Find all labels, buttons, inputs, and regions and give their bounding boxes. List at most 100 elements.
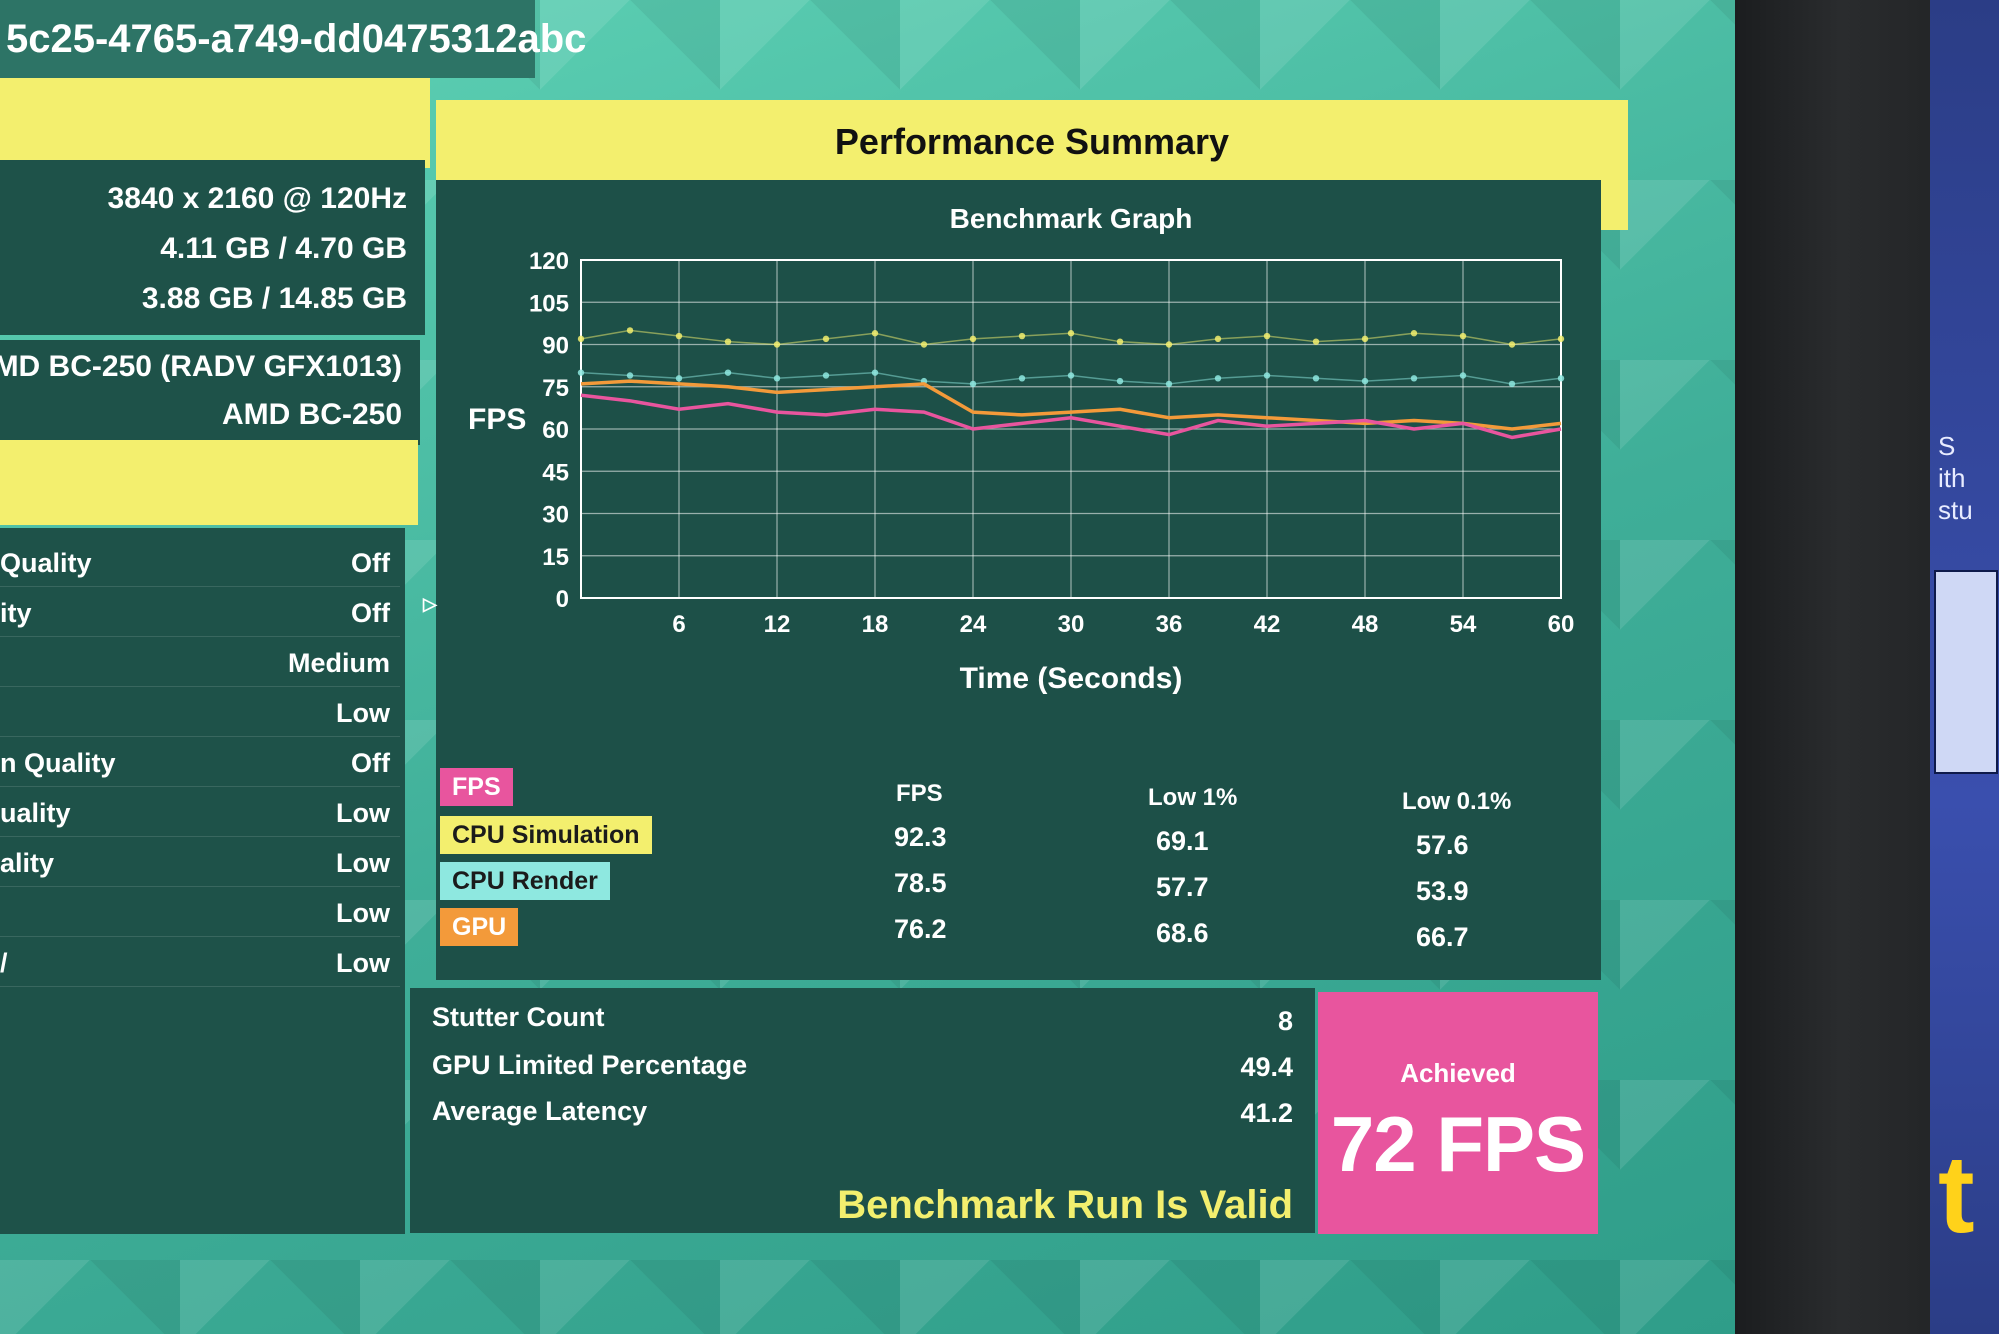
legend-tag-cpu-simulation: CPU Simulation [440, 816, 652, 854]
stat-label-average-latency: Average Latency [432, 1096, 648, 1126]
stat-value-gpu-limited: 49.4 [1240, 1052, 1293, 1082]
y-tick-label: 75 [542, 375, 569, 402]
benchmark-graph: Benchmark Graph 0 15 30 45 60 75 90 105 120 6 12 18 2… [468, 203, 1575, 695]
stat-label-stutter-count: Stutter Count [432, 1002, 605, 1032]
y-tick-label: 0 [556, 586, 569, 613]
column-header-low-1: Low 1% [1148, 784, 1238, 811]
setting-row: ality Low [0, 842, 400, 887]
table-cell: 76.2 [894, 914, 947, 944]
setting-row: n Quality Off [0, 742, 400, 787]
series-line [580, 371, 1562, 385]
table-cell: 53.9 [1416, 876, 1469, 906]
setting-label: / [0, 948, 8, 978]
y-tick-label: 15 [542, 544, 569, 571]
performance-summary-title: Performance Summary [834, 121, 1230, 162]
setting-row: Low [0, 892, 400, 937]
setting-value: Medium [287, 648, 390, 678]
stat-label-gpu-limited: GPU Limited Percentage [432, 1050, 748, 1080]
second-monitor-thumbnail [1934, 570, 1998, 774]
setting-value: Low [336, 948, 390, 978]
setting-value: Low [336, 848, 390, 878]
second-monitor-line: ith [1938, 463, 1966, 493]
y-tick-label: 90 [542, 333, 569, 360]
x-tick-label: 54 [1450, 611, 1477, 638]
series-line [580, 393, 1562, 440]
legend-tag-fps: FPS [440, 768, 513, 806]
gpu-name-value: AMD BC-250 [221, 398, 402, 431]
setting-label: n Quality [0, 748, 116, 778]
setting-label: ality [0, 848, 55, 878]
table-cell: 57.6 [1416, 830, 1469, 860]
second-monitor-line: stu [1938, 495, 1973, 525]
setting-value: Off [351, 748, 390, 778]
x-tick-label: 42 [1254, 611, 1281, 638]
x-axis-label: Time (Seconds) [960, 662, 1183, 695]
x-tick-label: 48 [1352, 611, 1379, 638]
legend-tag-gpu: GPU [440, 908, 519, 946]
resolution-value: 3840 x 2160 @ 120Hz [107, 182, 407, 215]
setting-row: uality Low [0, 792, 400, 837]
y-axis-label: FPS [468, 403, 526, 436]
x-tick-label: 12 [764, 611, 791, 638]
benchmark-panel: Benchmark Graph 0 15 30 45 60 75 90 105 120 6 12 18 2… [436, 180, 1601, 980]
x-tick-label: 36 [1156, 611, 1183, 638]
setting-value: Off [351, 598, 390, 628]
second-monitor-text: S ith stu [1938, 430, 1973, 526]
setting-value: Low [336, 698, 390, 728]
setting-row: Quality Off [0, 542, 400, 587]
achieved-fps-badge: Achieved 72 FPS [1318, 992, 1598, 1234]
setting-value: Off [351, 548, 390, 578]
achieved-label: Achieved [1400, 1058, 1516, 1088]
second-monitor-big-letter: t [1938, 1133, 1975, 1256]
run-id-text: 5c25-4765-a749-dd0475312abc [6, 17, 587, 61]
y-tick-label: 60 [542, 417, 569, 444]
y-tick-label: 120 [529, 248, 569, 275]
stats-panel: Stutter Count 8 GPU Limited Percentage 4… [410, 988, 1315, 1233]
validity-status: Benchmark Run Is Valid [837, 1183, 1293, 1227]
x-tick-label: 24 [960, 611, 987, 638]
run-id-tab: 5c25-4765-a749-dd0475312abc [0, 0, 586, 78]
table-cell: 68.6 [1156, 918, 1209, 948]
setting-value: Low [336, 898, 390, 928]
monitor-screen: 5c25-4765-a749-dd0475312abc 3840 x 2160 … [0, 0, 1735, 1334]
table-cell: 66.7 [1416, 922, 1469, 952]
left-header-band [0, 78, 430, 168]
setting-row: / Low [0, 942, 400, 987]
column-header-fps: FPS [896, 780, 943, 807]
setting-row: Medium [0, 642, 400, 687]
series-line [580, 379, 1562, 431]
y-tick-label: 45 [542, 459, 569, 486]
series-line [580, 329, 1562, 346]
second-monitor: S ith stu t [1930, 0, 1999, 1334]
setting-label: Quality [0, 548, 92, 578]
x-tick-label: 30 [1058, 611, 1085, 638]
table-cell: 57.7 [1156, 872, 1209, 902]
table-cell: 69.1 [1156, 826, 1209, 856]
settings-header-band [0, 440, 418, 525]
series-point [1557, 375, 1565, 382]
x-tick-label: 6 [672, 611, 685, 638]
vram-usage-value: 4.11 GB / 4.70 GB [160, 232, 407, 265]
x-tick-label: 18 [862, 611, 889, 638]
setting-label: ity [0, 598, 32, 628]
achieved-value: 72 FPS [1330, 1100, 1586, 1188]
hardware-panel: AMD BC-250 (RADV GFX1013) AMD BC-250 [0, 340, 420, 445]
setting-row: Low [0, 692, 400, 737]
x-tick-label: 60 [1548, 611, 1575, 638]
table-cell: 92.3 [894, 822, 947, 852]
chart-title: Benchmark Graph [950, 203, 1193, 234]
stat-value-stutter-count: 8 [1277, 1006, 1293, 1036]
table-cell: 78.5 [894, 868, 947, 898]
column-header-low-01: Low 0.1% [1402, 788, 1512, 815]
y-tick-label: 30 [542, 502, 569, 529]
gpu-driver-value: AMD BC-250 (RADV GFX1013) [0, 350, 402, 383]
setting-label: uality [0, 798, 71, 828]
system-info-panel: 3840 x 2160 @ 120Hz 4.11 GB / 4.70 GB 3.… [0, 160, 425, 335]
mouse-cursor-icon: ▷ [423, 594, 437, 614]
settings-panel: Quality Off ity Off Medium Low n Quality Of… [0, 528, 405, 1234]
ram-usage-value: 3.88 GB / 14.85 GB [141, 282, 407, 315]
legend-tag-cpu-render: CPU Render [440, 862, 610, 900]
setting-row: ity Off [0, 592, 400, 637]
y-tick-label: 105 [529, 290, 569, 317]
stat-value-average-latency: 41.2 [1240, 1098, 1293, 1128]
